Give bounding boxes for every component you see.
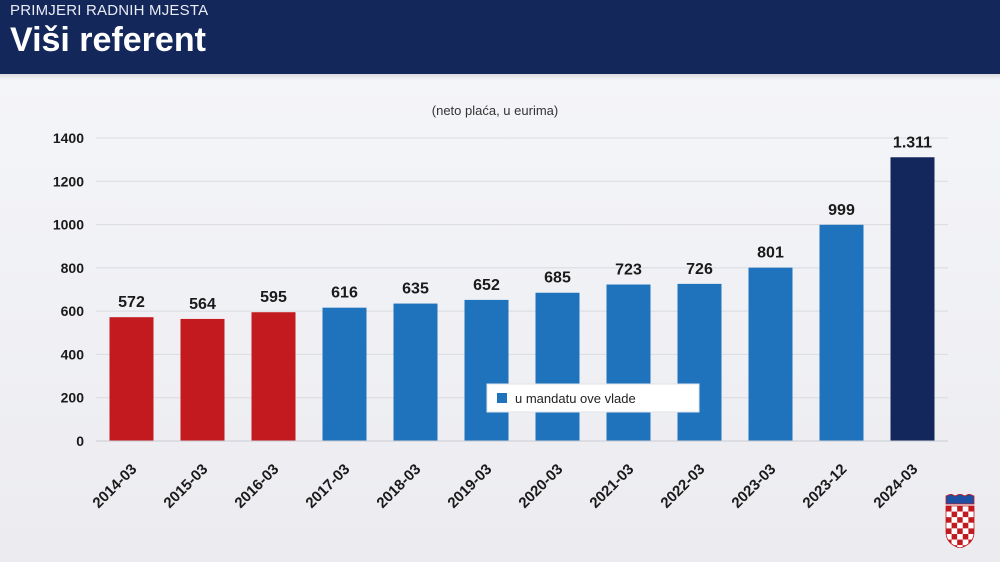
data-label: 595: [260, 289, 287, 306]
x-tick-label: 2022-03: [657, 461, 708, 512]
bar: [464, 299, 509, 441]
panel-shadow: [0, 74, 1000, 80]
y-tick-label: 0: [76, 433, 84, 449]
bar: [109, 317, 154, 441]
bar: [180, 318, 225, 441]
x-tick-label: 2019-03: [444, 461, 495, 512]
legend-box: [486, 383, 700, 413]
x-tick-label: 2020-03: [515, 461, 566, 512]
data-label: 635: [402, 281, 429, 298]
data-label: 564: [189, 296, 216, 313]
data-label: 726: [686, 261, 713, 278]
x-tick-label: 2024-03: [870, 461, 921, 512]
bar: [606, 284, 651, 441]
data-label: 572: [118, 294, 145, 311]
bar: [535, 292, 580, 441]
data-label: 801: [757, 245, 784, 262]
bar: [251, 312, 296, 441]
bar: [819, 224, 864, 441]
page-kicker: PRIMJERI RADNIH MJESTA: [10, 2, 209, 19]
x-tick-label: 2017-03: [302, 461, 353, 512]
x-tick-label: 2016-03: [231, 461, 282, 512]
croatian-coat-of-arms-icon: [945, 494, 975, 548]
y-tick-label: 1400: [53, 130, 84, 146]
y-tick-label: 400: [61, 346, 85, 362]
header-banner: PRIMJERI RADNIH MJESTA Viši referent: [0, 0, 1000, 74]
legend-swatch: [497, 393, 507, 403]
chart-subtitle: (neto plaća, u eurima): [432, 103, 558, 118]
x-tick-label: 2023-12: [799, 461, 850, 512]
y-tick-label: 1000: [53, 217, 84, 233]
data-label: 1.311: [893, 134, 932, 151]
bar: [890, 157, 935, 441]
x-tick-label: 2023-03: [728, 461, 779, 512]
data-label: 999: [828, 202, 855, 219]
bar: [748, 267, 793, 441]
page-title: Viši referent: [10, 21, 206, 59]
y-tick-label: 600: [61, 303, 85, 319]
x-tick-label: 2014-03: [89, 461, 140, 512]
data-label: 723: [615, 262, 642, 279]
bar: [677, 283, 722, 441]
x-tick-label: 2018-03: [373, 461, 424, 512]
data-label: 616: [331, 285, 358, 302]
legend-label: u mandatu ove vlade: [515, 391, 636, 406]
y-tick-label: 800: [61, 260, 85, 276]
x-tick-label: 2021-03: [586, 461, 637, 512]
bar: [393, 303, 438, 441]
bar: [322, 307, 367, 441]
data-label: 652: [473, 277, 500, 294]
y-tick-label: 1200: [53, 173, 84, 189]
y-tick-label: 200: [61, 390, 85, 406]
data-label: 685: [544, 270, 571, 287]
x-tick-label: 2015-03: [160, 461, 211, 512]
